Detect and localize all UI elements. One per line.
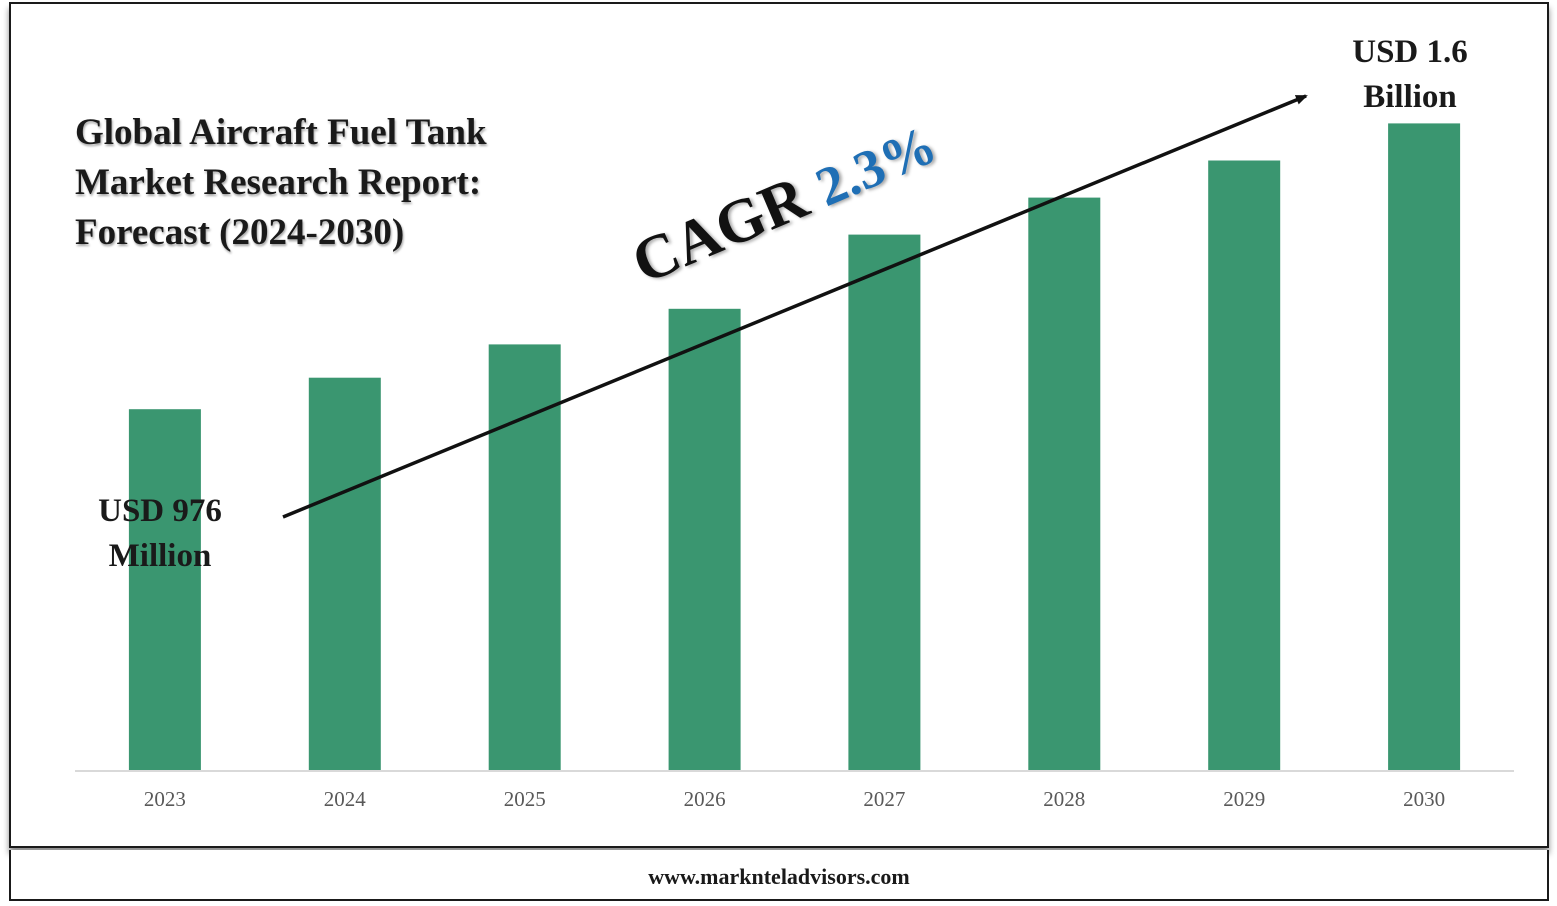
start-value-line-1: USD 976 bbox=[98, 493, 222, 529]
bar-2027 bbox=[848, 234, 921, 772]
bar-2024 bbox=[308, 377, 381, 771]
tick-label-2027: 2027 bbox=[863, 787, 905, 811]
end-value-label: USD 1.6 Billion bbox=[1320, 30, 1500, 120]
tick-label-2023: 2023 bbox=[144, 787, 186, 811]
start-value-label: USD 976 Million bbox=[70, 489, 250, 579]
bars-group bbox=[128, 123, 1461, 772]
tick-label-2025: 2025 bbox=[504, 787, 546, 811]
tick-labels-group: 2023 2024 2025 2026 2027 2028 2029 2030 bbox=[144, 787, 1445, 811]
title-line-1: Global Aircraft Fuel Tank bbox=[75, 112, 487, 153]
bar-2030 bbox=[1388, 123, 1461, 771]
bar-2028 bbox=[1028, 197, 1101, 772]
tick-label-2026: 2026 bbox=[684, 787, 726, 811]
footer: www.marknteladvisors.com bbox=[9, 850, 1549, 901]
chart-title: Global Aircraft Fuel Tank Market Researc… bbox=[75, 108, 595, 258]
tick-label-2030: 2030 bbox=[1403, 787, 1445, 811]
chart-frame bbox=[9, 2, 1549, 848]
end-value-line-1: USD 1.6 bbox=[1352, 34, 1468, 70]
bar-2023 bbox=[128, 409, 201, 771]
footer-url: www.marknteladvisors.com bbox=[648, 864, 910, 889]
cagr-arrow bbox=[282, 94, 1308, 519]
bar-2025 bbox=[488, 344, 561, 771]
title-line-3: Forecast (2024-2030) bbox=[75, 212, 405, 253]
tick-label-2028: 2028 bbox=[1043, 787, 1085, 811]
tick-label-2024: 2024 bbox=[324, 787, 367, 811]
tick-label-2029: 2029 bbox=[1223, 787, 1265, 811]
bar-2026 bbox=[668, 308, 741, 771]
start-value-line-2: Million bbox=[108, 538, 212, 574]
title-line-2: Market Research Report: bbox=[75, 162, 482, 203]
end-value-line-2: Billion bbox=[1363, 79, 1457, 115]
bar-2029 bbox=[1208, 160, 1281, 771]
